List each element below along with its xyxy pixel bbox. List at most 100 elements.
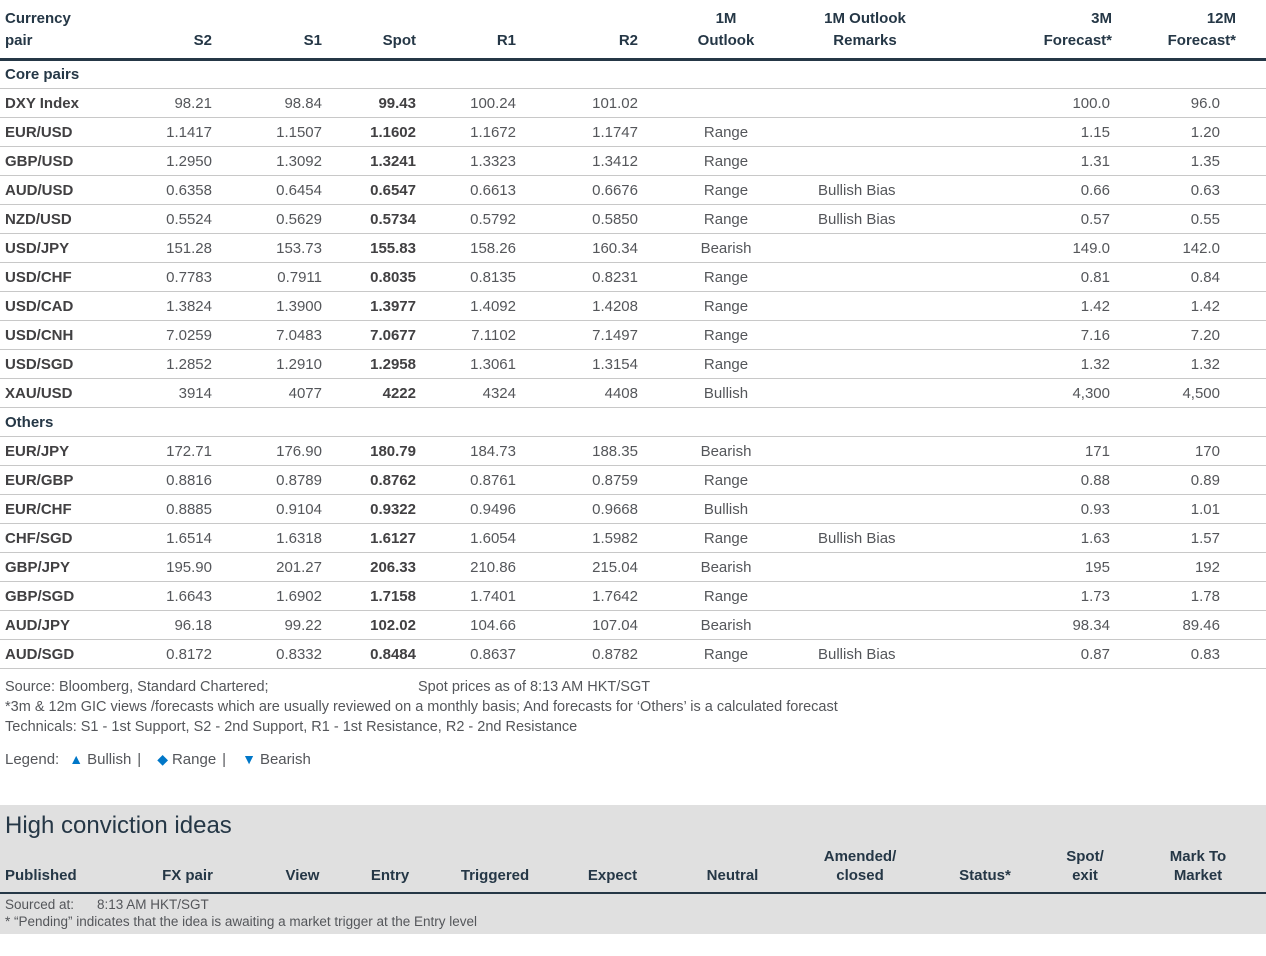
outlook-remarks-value bbox=[800, 320, 930, 350]
outlook-remarks-value bbox=[800, 378, 930, 408]
spot-value: 155.83 bbox=[336, 233, 430, 263]
outlook-1m-value bbox=[652, 88, 800, 118]
outlook-1m-value: Bullish bbox=[652, 494, 800, 524]
s1-value: 0.7911 bbox=[226, 262, 336, 292]
spot-value: 0.5734 bbox=[336, 204, 430, 234]
diamond-icon: ◆ bbox=[157, 751, 168, 767]
forecast-12m-value: 1.01 bbox=[1130, 494, 1266, 524]
forecast-12m-value: 1.20 bbox=[1130, 117, 1266, 147]
table-row: USD/CAD 1.3824 1.3900 1.3977 1.4092 1.42… bbox=[0, 291, 1266, 321]
outlook-remarks-value bbox=[800, 610, 930, 640]
s1-value: 0.9104 bbox=[226, 494, 336, 524]
spot-value: 99.43 bbox=[336, 88, 430, 118]
legend-bearish-label: Bearish bbox=[259, 751, 311, 768]
forecast-3m-value: 149.0 bbox=[930, 233, 1130, 263]
s1-value: 201.27 bbox=[226, 552, 336, 582]
r1-value: 1.3323 bbox=[430, 146, 530, 176]
spot-value: 0.6547 bbox=[336, 175, 430, 205]
outlook-1m-value: Range bbox=[652, 639, 800, 669]
s1-value: 1.2910 bbox=[226, 349, 336, 379]
forecast-3m-value: 171 bbox=[930, 436, 1130, 466]
outlook-remarks-value bbox=[800, 349, 930, 379]
forecast-12m-value: 1.78 bbox=[1130, 581, 1266, 611]
s2-value: 0.6358 bbox=[135, 175, 226, 205]
outlook-remarks-value bbox=[800, 88, 930, 118]
table-row: AUD/JPY 96.18 99.22 102.02 104.66 107.04… bbox=[0, 610, 1266, 640]
spot-value: 1.2958 bbox=[336, 349, 430, 379]
r1-value: 7.1102 bbox=[430, 320, 530, 350]
sourced-at-label: Sourced at: bbox=[5, 897, 75, 912]
table-row: AUD/SGD 0.8172 0.8332 0.8484 0.8637 0.87… bbox=[0, 639, 1266, 669]
r1-value: 1.1672 bbox=[430, 117, 530, 147]
outlook-1m-value: Bearish bbox=[652, 552, 800, 582]
section-header-row: Others bbox=[0, 407, 1266, 437]
spot-value: 180.79 bbox=[336, 436, 430, 466]
r1-value: 1.3061 bbox=[430, 349, 530, 379]
forecast-12m-value: 0.83 bbox=[1130, 639, 1266, 669]
outlook-1m-value: Range bbox=[652, 117, 800, 147]
pair-name: AUD/JPY bbox=[0, 610, 135, 640]
r2-value: 1.3154 bbox=[530, 349, 652, 379]
pair-name: EUR/JPY bbox=[0, 436, 135, 466]
s1-value: 1.3092 bbox=[226, 146, 336, 176]
triangle-up-icon: ▲ bbox=[69, 751, 84, 767]
outlook-remarks-value bbox=[800, 291, 930, 321]
r1-value: 184.73 bbox=[430, 436, 530, 466]
s1-value: 1.3900 bbox=[226, 291, 336, 321]
spot-value: 1.3977 bbox=[336, 291, 430, 321]
outlook-remarks-value: Bullish Bias bbox=[800, 204, 930, 234]
r2-value: 1.5982 bbox=[530, 523, 652, 553]
outlook-1m-value: Bearish bbox=[652, 610, 800, 640]
fx-header-row: Currency pair S2 S1 Spot R1 R2 1M Outloo… bbox=[0, 0, 1266, 61]
forecast-3m-value: 0.93 bbox=[930, 494, 1130, 524]
high-conviction-table: Published FX pair View Entry Triggered E… bbox=[0, 843, 1266, 894]
col-header-s1: S1 bbox=[226, 0, 336, 61]
r1-value: 104.66 bbox=[430, 610, 530, 640]
triangle-down-icon: ▼ bbox=[242, 751, 256, 767]
outlook-1m-value: Range bbox=[652, 465, 800, 495]
r1-value: 158.26 bbox=[430, 233, 530, 263]
s1-value: 153.73 bbox=[226, 233, 336, 263]
col-header-amended-closed: Amended/ closed bbox=[790, 843, 930, 894]
s2-value: 151.28 bbox=[135, 233, 226, 263]
pair-name: AUD/USD bbox=[0, 175, 135, 205]
forecast-3m-value: 98.34 bbox=[930, 610, 1130, 640]
pair-name: USD/CHF bbox=[0, 262, 135, 292]
s2-value: 195.90 bbox=[135, 552, 226, 582]
col-header-published: Published bbox=[0, 843, 110, 894]
r1-value: 0.8135 bbox=[430, 262, 530, 292]
legend-range-label: Range bbox=[171, 751, 217, 768]
s2-value: 1.3824 bbox=[135, 291, 226, 321]
forecast-12m-value: 89.46 bbox=[1130, 610, 1266, 640]
pair-name: AUD/SGD bbox=[0, 639, 135, 669]
s2-value: 1.6514 bbox=[135, 523, 226, 553]
pair-name: XAU/USD bbox=[0, 378, 135, 408]
table-row: USD/CHF 0.7783 0.7911 0.8035 0.8135 0.82… bbox=[0, 262, 1266, 292]
outlook-remarks-value bbox=[800, 581, 930, 611]
r2-value: 215.04 bbox=[530, 552, 652, 582]
outlook-remarks-value bbox=[800, 233, 930, 263]
pair-name: NZD/USD bbox=[0, 204, 135, 234]
s2-value: 98.21 bbox=[135, 88, 226, 118]
col-header-mark-to-market: Mark To Market bbox=[1130, 843, 1266, 894]
high-conviction-ideas-section: High conviction ideas Published FX pair … bbox=[0, 805, 1266, 934]
r2-value: 1.7642 bbox=[530, 581, 652, 611]
r1-value: 1.6054 bbox=[430, 523, 530, 553]
s1-value: 0.6454 bbox=[226, 175, 336, 205]
outlook-remarks-value bbox=[800, 465, 930, 495]
table-row: EUR/JPY 172.71 176.90 180.79 184.73 188.… bbox=[0, 436, 1266, 466]
spot-value: 0.8484 bbox=[336, 639, 430, 669]
pair-name: GBP/SGD bbox=[0, 581, 135, 611]
r2-value: 101.02 bbox=[530, 88, 652, 118]
col-header-entry: Entry bbox=[340, 843, 440, 894]
forecast-12m-value: 0.84 bbox=[1130, 262, 1266, 292]
gic-note: *3m & 12m GIC views /forecasts which are… bbox=[5, 699, 838, 715]
forecast-3m-value: 0.66 bbox=[930, 175, 1130, 205]
s1-value: 0.5629 bbox=[226, 204, 336, 234]
s2-value: 0.8885 bbox=[135, 494, 226, 524]
r2-value: 107.04 bbox=[530, 610, 652, 640]
col-header-1m-outlook-remarks: 1M Outlook Remarks bbox=[800, 0, 930, 61]
r1-value: 1.7401 bbox=[430, 581, 530, 611]
spot-value: 206.33 bbox=[336, 552, 430, 582]
outlook-1m-value: Bearish bbox=[652, 233, 800, 263]
